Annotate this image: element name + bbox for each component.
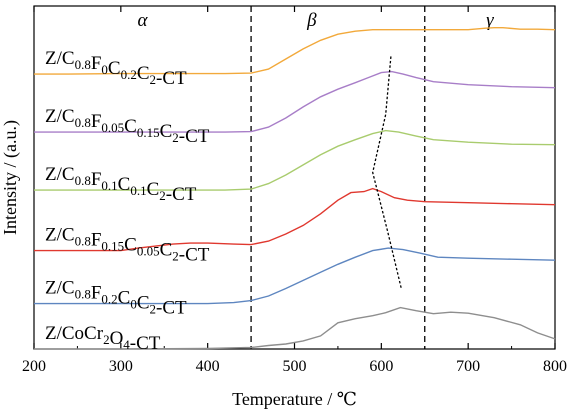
- series-line-4: [34, 247, 556, 305]
- series-line-2: [34, 129, 556, 191]
- region-label: γ: [486, 10, 494, 31]
- x-axis-title: Temperature / ℃: [232, 389, 357, 409]
- series-line-1: [34, 70, 556, 133]
- x-tick-label: 500: [283, 358, 307, 375]
- series-label: Z/C0.8F0.2C0C2-CT: [45, 278, 187, 319]
- series-label: Z/C0.8F0.15C0.05C2-CT: [45, 225, 210, 266]
- series-label: Z/C0.8F0.1C0.1C2-CT: [45, 164, 197, 205]
- x-tick-label: 200: [22, 358, 46, 375]
- region-label: β: [306, 10, 317, 31]
- region-label: α: [138, 10, 149, 31]
- series-label: Z/CoCr2O4-CT: [45, 323, 161, 354]
- series-line-0: [34, 27, 556, 75]
- x-tick-label: 800: [543, 358, 567, 375]
- x-tick-label: 300: [109, 358, 133, 375]
- series-label: Z/C0.8F0.05C0.15C2-CT: [45, 106, 210, 147]
- x-tick-label: 600: [369, 358, 393, 375]
- series-label: Z/C0.8F0C0.2C2-CT: [45, 48, 187, 89]
- series-line-3: [34, 187, 556, 252]
- series-line-5: [34, 306, 556, 350]
- peak-shift-trend-line: [372, 56, 402, 289]
- x-tick-label: 400: [196, 358, 220, 375]
- x-tick-label: 700: [456, 358, 480, 375]
- y-axis-title: Intensity / (a.u.): [0, 120, 21, 235]
- plot-area: 200 300 400 500 600 700 800 α β γ Z/C0.8F0C0.2C2-C…: [22, 5, 567, 375]
